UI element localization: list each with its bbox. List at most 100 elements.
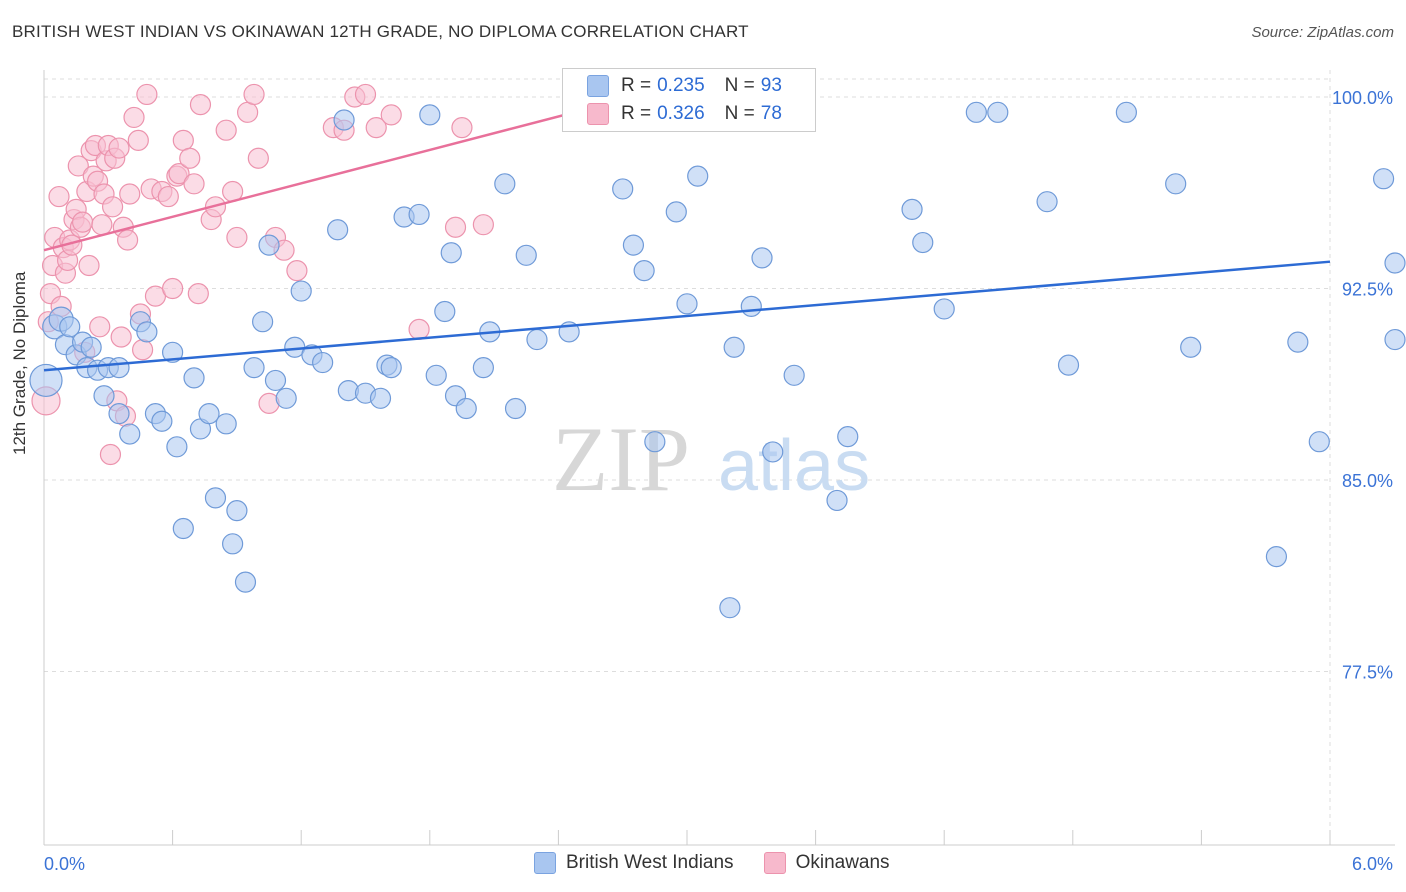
british-west-indians-point — [762, 441, 784, 463]
british-west-indians-point — [504, 397, 527, 420]
british-west-indians-point — [676, 293, 698, 315]
okinawans-point — [354, 83, 377, 106]
okinawans-point — [119, 183, 141, 205]
british-west-indians-point — [327, 219, 349, 241]
british-west-indians-point — [987, 101, 1009, 123]
british-west-indians-point — [119, 423, 141, 445]
british-west-indians-point — [59, 316, 81, 338]
british-west-indians-point — [204, 487, 227, 509]
okinawans-point — [127, 129, 149, 152]
british-west-indians-point — [526, 328, 548, 351]
legend-swatch-pink — [587, 103, 609, 125]
okinawans-point — [110, 326, 132, 348]
okinawans-point — [380, 104, 402, 126]
watermark-zip: ZIP — [552, 408, 690, 510]
okinawans-point — [172, 129, 194, 152]
british-west-indians-point — [687, 165, 709, 187]
r-label: R = — [621, 103, 652, 124]
legend-row-pink: R = 0.326 N = 78 — [587, 101, 782, 127]
british-west-indians-point — [826, 489, 848, 512]
british-west-indians-point — [80, 336, 102, 358]
blue-trend-line — [43, 260, 1331, 372]
british-west-indians-point — [108, 357, 130, 379]
british-west-indians-point — [234, 571, 257, 593]
british-west-indians-point — [1180, 336, 1202, 358]
okinawans-point — [89, 316, 111, 338]
okinawans-point — [71, 211, 94, 233]
okinawans-point — [444, 216, 467, 238]
okinawans-point — [187, 283, 209, 305]
okinawans-point — [286, 260, 308, 282]
british-west-indians-point — [275, 387, 297, 409]
british-west-indians-point — [455, 397, 477, 420]
british-west-indians-point — [494, 173, 516, 195]
british-west-indians-point — [243, 357, 265, 379]
okinawans-point — [179, 147, 201, 169]
okinawans-point — [226, 226, 248, 249]
tick-labels: 77.5% 85.0% 92.5% 100.0% 0.0% 6.0% — [44, 88, 1393, 874]
okinawans-point — [91, 214, 113, 236]
legend-swatch-blue — [534, 852, 556, 874]
british-west-indians-point — [1308, 431, 1330, 453]
british-west-indians-point — [965, 101, 987, 123]
british-west-indians-point — [226, 500, 248, 522]
british-west-indians-point — [1384, 328, 1406, 351]
okinawans-point — [183, 173, 205, 195]
british-west-indians-point — [252, 311, 274, 333]
okinawans-point — [472, 214, 494, 236]
british-west-indians-point — [644, 431, 666, 453]
british-west-indians-point — [622, 234, 645, 256]
british-west-indians-point — [1036, 191, 1058, 213]
okinawans-point — [162, 277, 184, 300]
british-west-indians-point — [136, 321, 158, 343]
okinawans-point — [157, 185, 179, 208]
british-west-indians-point — [222, 533, 244, 555]
stats-legend: R = 0.235 N = 93 R = 0.326 N = 78 — [562, 68, 816, 132]
british-west-indians-point — [837, 425, 859, 448]
okinawans-point — [408, 318, 430, 340]
british-west-indians-point — [901, 198, 923, 220]
okinawans-point — [136, 83, 158, 106]
british-west-indians-point — [369, 387, 392, 409]
british-west-indians-point — [29, 363, 63, 398]
y-tick-label: 92.5% — [1342, 280, 1393, 300]
british-west-indians-point — [719, 597, 741, 619]
british-west-indians-point — [419, 104, 441, 126]
british-west-indians-point — [515, 244, 537, 266]
british-west-indians-point — [472, 357, 494, 379]
british-west-indians-point — [166, 436, 188, 458]
okinawans-points — [31, 83, 494, 466]
legend-label-blue: British West Indians — [566, 852, 734, 873]
british-west-indians-point — [408, 203, 430, 226]
y-axis-label: 12th Grade, No Diploma — [10, 271, 29, 455]
british-west-indians-point — [93, 385, 115, 407]
british-west-indians-point — [740, 295, 762, 317]
legend-row-blue: R = 0.235 N = 93 — [587, 73, 782, 99]
okinawans-point — [116, 229, 139, 251]
british-west-indians-point — [333, 109, 355, 131]
british-west-indians-point — [1165, 173, 1187, 195]
british-west-indians-point — [172, 517, 194, 540]
british-west-indians-point — [665, 201, 687, 223]
okinawans-point — [123, 106, 145, 129]
okinawans-point — [365, 117, 387, 139]
british-west-indians-point — [1265, 545, 1288, 568]
okinawans-point — [108, 137, 130, 159]
pink-trend-line — [43, 95, 634, 252]
british-west-indians-point — [440, 242, 462, 264]
british-west-indians-point — [380, 357, 402, 379]
legend-swatch-pink — [763, 852, 786, 874]
british-west-indians-point — [783, 364, 805, 386]
okinawans-point — [168, 163, 190, 185]
legend-item-british-west-indians[interactable]: British West Indians — [534, 852, 734, 874]
okinawans-point — [99, 443, 122, 466]
okinawans-point — [451, 117, 473, 139]
british-west-indians-point — [434, 300, 456, 323]
legend-item-okinawans[interactable]: Okinawans — [763, 852, 890, 874]
n-label: N = — [724, 103, 755, 124]
r-value-blue: 0.235 — [657, 75, 705, 96]
r-label: R = — [621, 75, 652, 96]
british-west-indians-point — [215, 413, 237, 435]
british-west-indians-point — [751, 247, 773, 269]
